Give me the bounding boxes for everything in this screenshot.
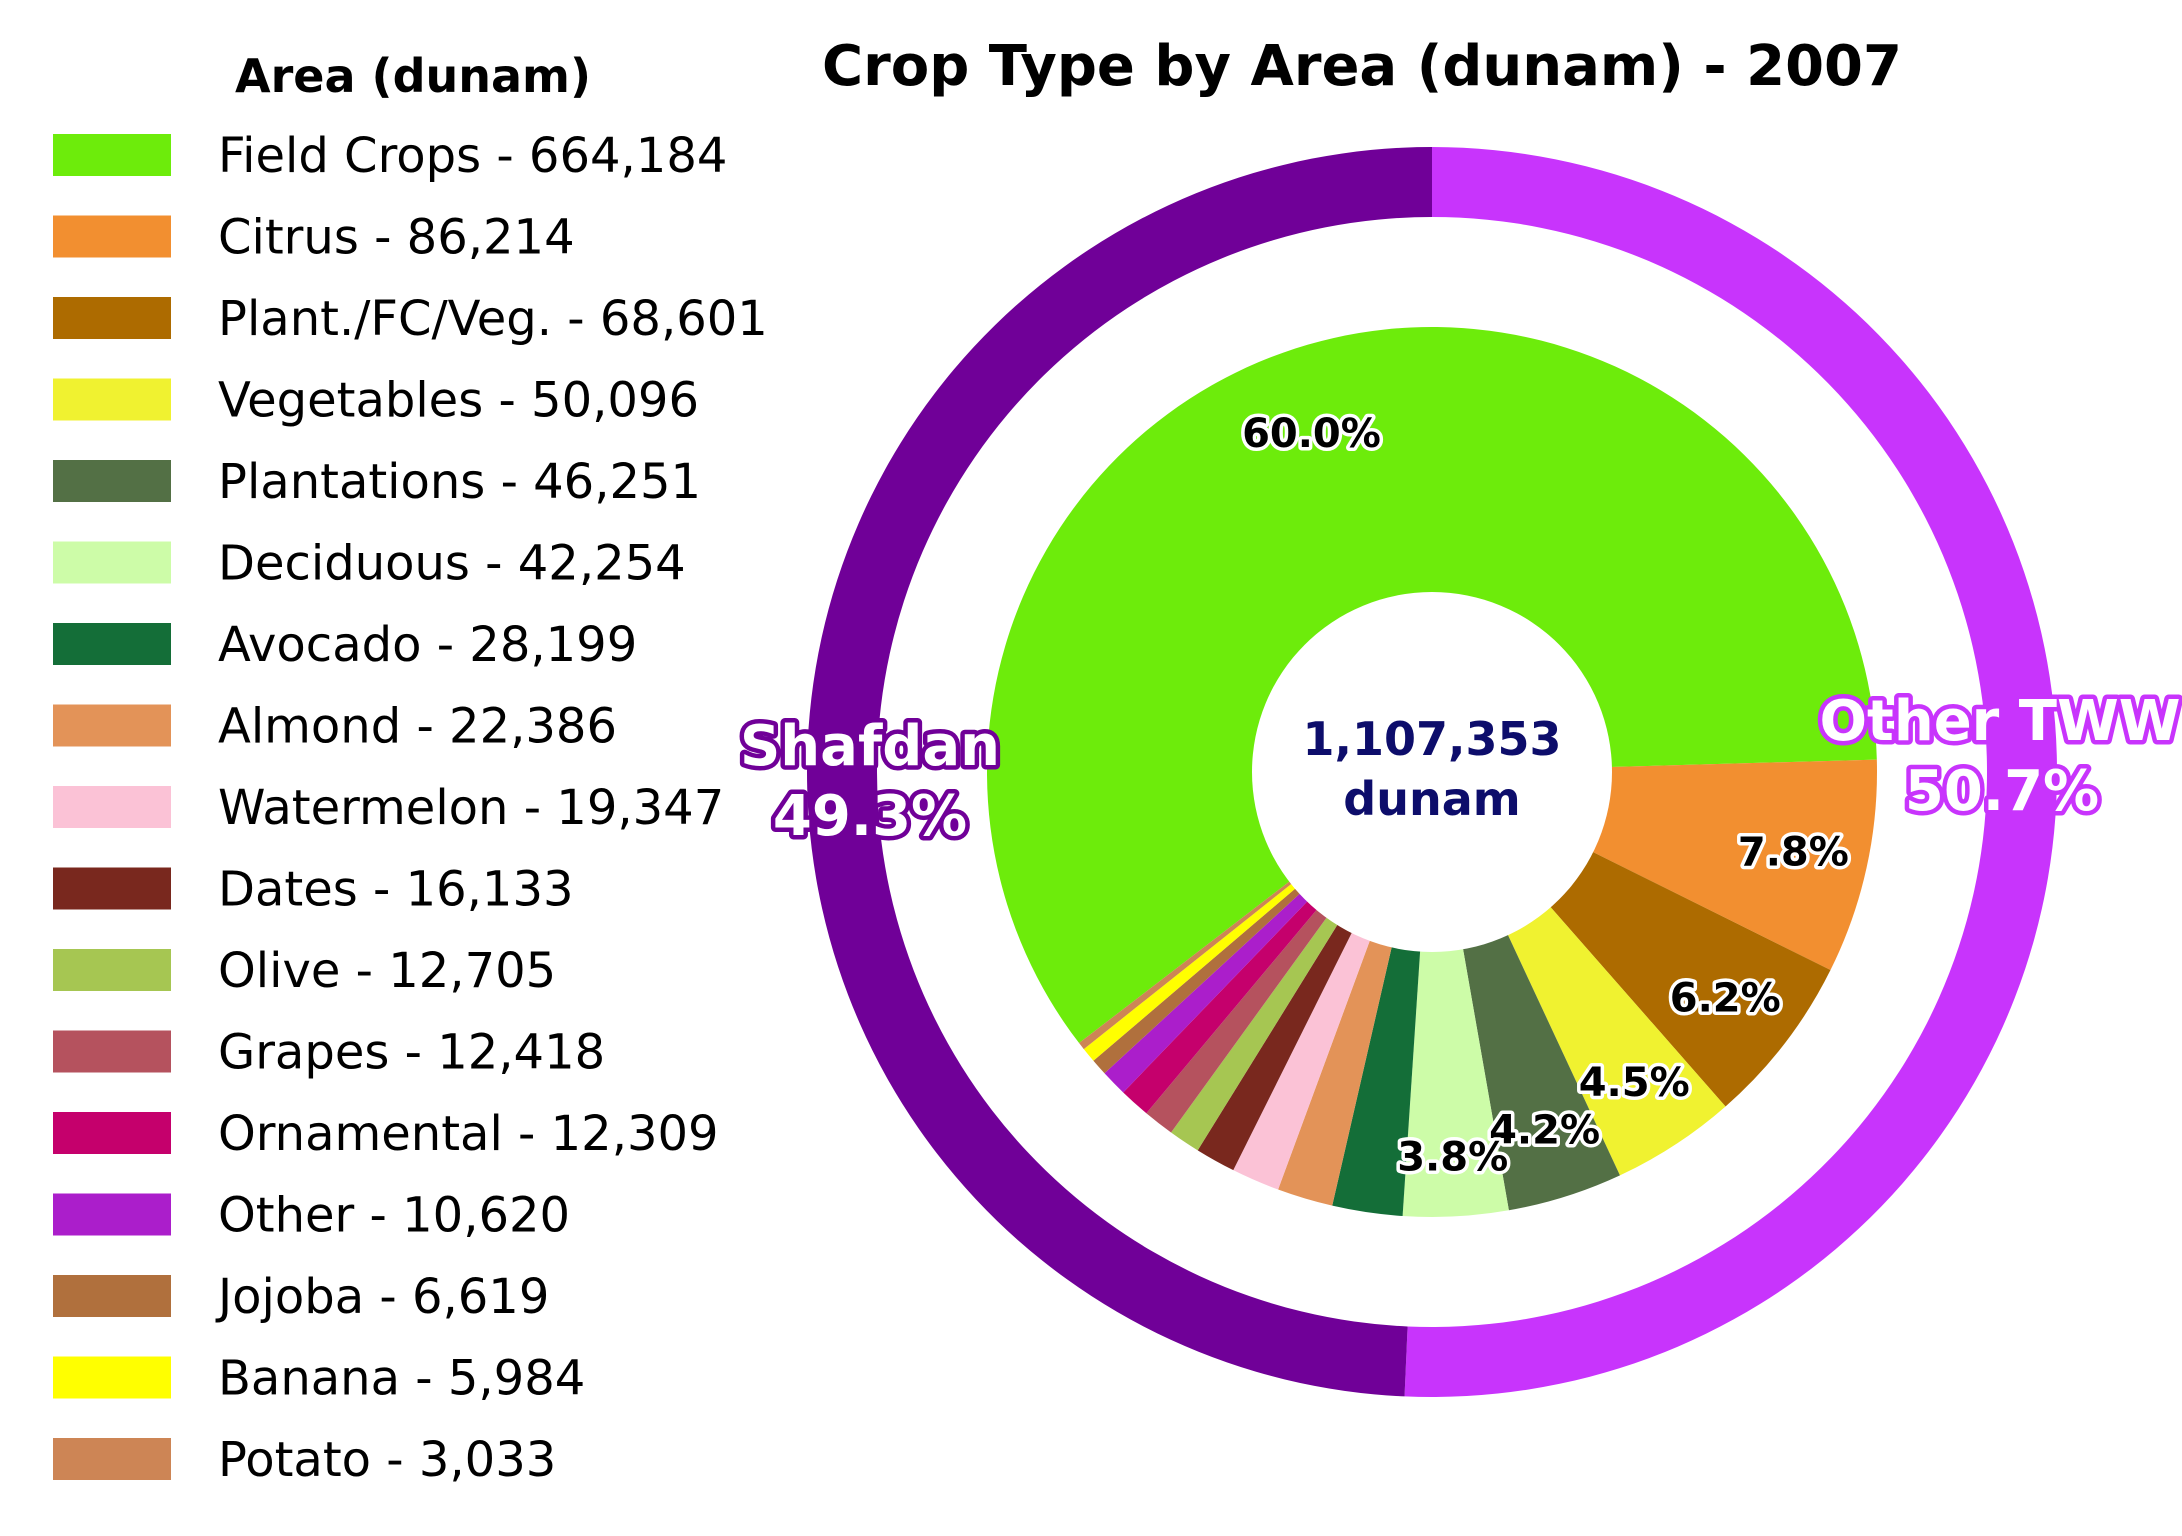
pct-label-field-crops: 60.0% xyxy=(1242,411,1381,457)
ring-segment-shafdan xyxy=(806,146,1432,1397)
pct-label-citrus: 7.8% xyxy=(1738,830,1849,876)
legend-swatch-vegetables xyxy=(53,378,171,421)
legend-swatch-jojoba xyxy=(53,1275,171,1317)
legend-swatch-other xyxy=(53,1193,171,1236)
legend-swatch-field-crops xyxy=(53,134,171,176)
legend-entry-field-crops: Field Crops - 664,184 xyxy=(218,128,727,184)
legend-entry-potato: Potato - 3,033 xyxy=(218,1432,556,1488)
legend-swatch-olive xyxy=(53,949,171,991)
chart-title: Crop Type by Area (dunam) - 2007 xyxy=(822,34,1902,99)
pct-label-deciduous: 3.8% xyxy=(1397,1134,1508,1180)
legend-entry-grapes: Grapes - 12,418 xyxy=(218,1025,605,1081)
legend-swatch-watermelon xyxy=(53,786,171,828)
legend-entry-olive: Olive - 12,705 xyxy=(218,943,556,999)
ring-pct-other-tww: 50.7% xyxy=(1905,759,2099,824)
legend-entry-jojoba: Jojoba - 6,619 xyxy=(215,1269,549,1325)
legend-entry-dates: Dates - 16,133 xyxy=(218,862,574,918)
legend-entry-plant-fc-veg: Plant./FC/Veg. - 68,601 xyxy=(218,291,768,347)
pct-label-plant-fc-veg: 6.2% xyxy=(1670,976,1781,1022)
legend-swatch-ornamental xyxy=(53,1112,171,1154)
legend-entry-vegetables: Vegetables - 50,096 xyxy=(218,373,699,429)
legend-entry-watermelon: Watermelon - 19,347 xyxy=(218,780,724,836)
ring-pct-shafdan: 49.3% xyxy=(773,784,967,849)
legend-entry-deciduous: Deciduous - 42,254 xyxy=(218,536,686,592)
center-total-label: 1,107,353 xyxy=(1303,712,1562,766)
legend-swatch-avocado xyxy=(53,623,171,665)
legend: Field Crops - 664,184 Citrus - 86,214 Plan… xyxy=(53,128,768,1488)
outer-ring xyxy=(806,146,2057,1397)
legend-swatch-plantations xyxy=(53,460,171,502)
legend-entry-avocado: Avocado - 28,199 xyxy=(218,617,637,673)
ring-label-shafdan: Shafdan xyxy=(740,714,1000,779)
legend-swatch-banana xyxy=(53,1356,171,1399)
ring-label-other-tww: Other TWW xyxy=(1819,689,2180,754)
legend-swatch-grapes xyxy=(53,1030,171,1073)
legend-swatch-potato xyxy=(53,1438,171,1480)
pct-label-vegetables: 4.5% xyxy=(1579,1060,1690,1106)
legend-swatch-citrus xyxy=(53,215,171,258)
center-hole xyxy=(1252,592,1612,952)
legend-entry-citrus: Citrus - 86,214 xyxy=(218,210,575,266)
legend-entry-almond: Almond - 22,386 xyxy=(218,699,617,755)
legend-swatch-almond xyxy=(53,704,171,747)
legend-swatch-dates xyxy=(53,867,171,910)
legend-title: Area (dunam) xyxy=(235,49,591,103)
legend-entry-ornamental: Ornamental - 12,309 xyxy=(218,1106,719,1162)
legend-entry-banana: Banana - 5,984 xyxy=(218,1351,585,1407)
legend-swatch-deciduous xyxy=(53,541,171,584)
center-unit-label: dunam xyxy=(1343,772,1520,826)
legend-swatch-plant-fc-veg xyxy=(53,297,171,339)
legend-entry-other: Other - 10,620 xyxy=(218,1188,570,1244)
ring-segment-other-tww xyxy=(1404,147,2057,1397)
legend-entry-plantations: Plantations - 46,251 xyxy=(218,454,701,510)
pct-label-plantations: 4.2% xyxy=(1489,1108,1600,1154)
